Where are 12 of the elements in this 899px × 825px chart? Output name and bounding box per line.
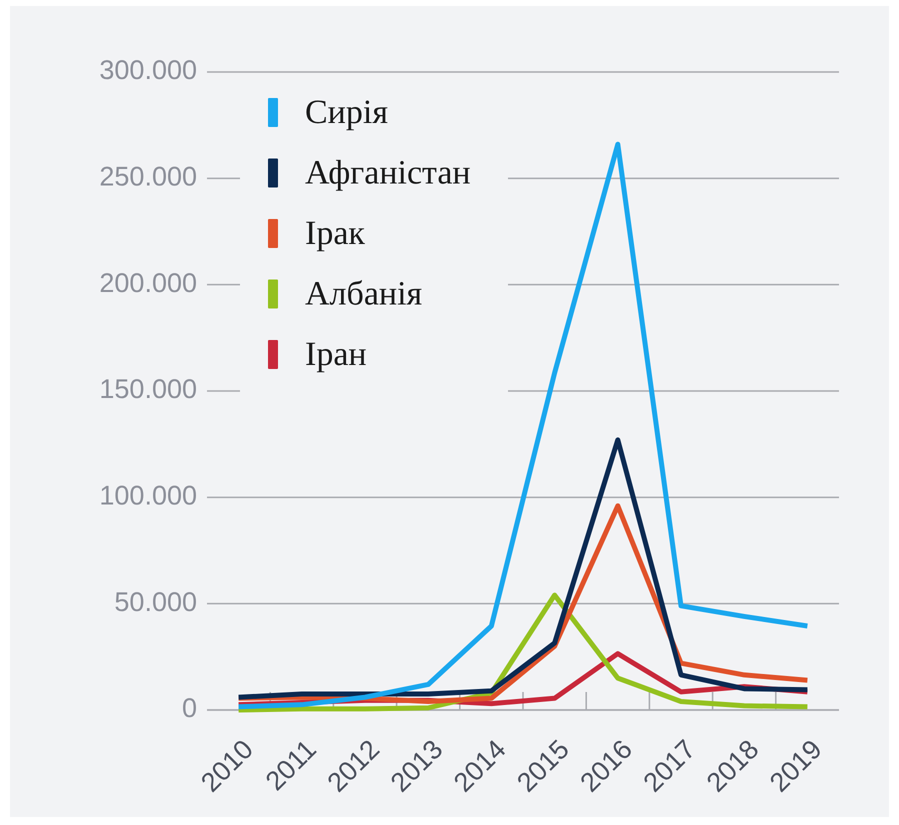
y-tick-label: 50.000 (114, 586, 197, 617)
y-tick-label: 0 (182, 693, 197, 724)
legend-label: Ірак (305, 215, 366, 252)
legend-label: Албанія (305, 276, 423, 312)
y-tick-label: 100.000 (99, 480, 197, 510)
y-tick-label: 150.000 (99, 374, 197, 404)
legend-label: Іран (305, 336, 367, 373)
legend-label: Афганістан (305, 154, 471, 192)
legend-label: Сирія (305, 94, 388, 131)
y-tick-label: 250.000 (99, 161, 197, 192)
y-tick-label: 300.000 (99, 55, 197, 86)
y-tick-label: 200.000 (99, 268, 197, 298)
